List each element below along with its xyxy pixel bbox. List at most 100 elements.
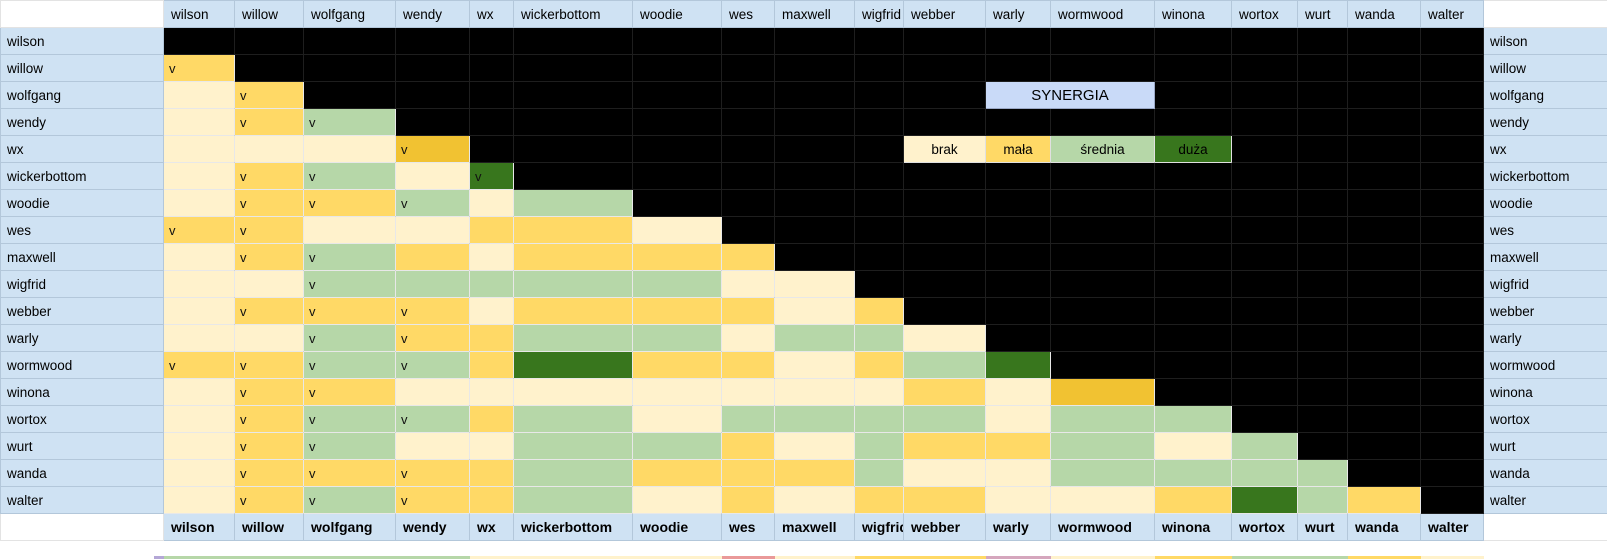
- synergy-check-cell[interactable]: v: [235, 352, 304, 379]
- legend-item-średnia[interactable]: średnia: [1051, 136, 1155, 163]
- matrix-cell[interactable]: [1348, 244, 1421, 271]
- matrix-cell[interactable]: [1155, 379, 1232, 406]
- row-header-wes[interactable]: wes: [1, 217, 164, 244]
- matrix-cell[interactable]: [855, 55, 904, 82]
- matrix-cell[interactable]: [1298, 109, 1348, 136]
- matrix-cell[interactable]: [514, 460, 633, 487]
- matrix-cell[interactable]: [1155, 298, 1232, 325]
- column-header-maxwell[interactable]: maxwell: [775, 1, 855, 28]
- corner-bottom-left[interactable]: [1, 514, 164, 541]
- matrix-cell[interactable]: [304, 136, 396, 163]
- row-header-right-woodie[interactable]: woodie: [1484, 190, 1607, 217]
- matrix-cell[interactable]: [1155, 244, 1232, 271]
- matrix-cell[interactable]: [396, 82, 470, 109]
- matrix-cell[interactable]: [514, 217, 633, 244]
- matrix-cell[interactable]: [633, 244, 722, 271]
- matrix-cell[interactable]: [1051, 433, 1155, 460]
- matrix-cell[interactable]: [775, 460, 855, 487]
- matrix-cell[interactable]: [1155, 163, 1232, 190]
- matrix-cell[interactable]: [514, 352, 633, 379]
- matrix-cell[interactable]: [514, 244, 633, 271]
- matrix-cell[interactable]: [1348, 379, 1421, 406]
- matrix-cell[interactable]: [775, 325, 855, 352]
- matrix-cell[interactable]: [470, 298, 514, 325]
- matrix-cell[interactable]: [164, 271, 235, 298]
- matrix-cell[interactable]: [1155, 406, 1232, 433]
- footer-header-warly[interactable]: warly: [986, 514, 1051, 541]
- matrix-cell[interactable]: [633, 28, 722, 55]
- matrix-cell[interactable]: [1421, 352, 1484, 379]
- matrix-cell[interactable]: [164, 379, 235, 406]
- matrix-cell[interactable]: [855, 352, 904, 379]
- matrix-cell[interactable]: [722, 55, 775, 82]
- matrix-cell[interactable]: [1155, 82, 1232, 109]
- matrix-cell[interactable]: [1421, 244, 1484, 271]
- matrix-cell[interactable]: [775, 109, 855, 136]
- matrix-cell[interactable]: [633, 136, 722, 163]
- footer-header-walter[interactable]: walter: [1421, 514, 1484, 541]
- synergy-check-cell[interactable]: v: [304, 271, 396, 298]
- matrix-cell[interactable]: [1348, 28, 1421, 55]
- matrix-cell[interactable]: [1232, 55, 1298, 82]
- matrix-cell[interactable]: [775, 406, 855, 433]
- matrix-cell[interactable]: [722, 379, 775, 406]
- matrix-cell[interactable]: [1421, 325, 1484, 352]
- row-header-wigfrid[interactable]: wigfrid: [1, 271, 164, 298]
- matrix-cell[interactable]: [470, 271, 514, 298]
- row-header-willow[interactable]: willow: [1, 55, 164, 82]
- matrix-cell[interactable]: [396, 433, 470, 460]
- matrix-cell[interactable]: [470, 460, 514, 487]
- synergy-check-cell[interactable]: v: [235, 163, 304, 190]
- synergy-check-cell[interactable]: v: [304, 244, 396, 271]
- matrix-cell[interactable]: [775, 163, 855, 190]
- matrix-cell[interactable]: [514, 190, 633, 217]
- row-header-right-wilson[interactable]: wilson: [1484, 28, 1607, 55]
- matrix-cell[interactable]: [722, 406, 775, 433]
- matrix-cell[interactable]: [855, 460, 904, 487]
- matrix-cell[interactable]: [1155, 271, 1232, 298]
- matrix-cell[interactable]: [1298, 406, 1348, 433]
- matrix-cell[interactable]: [722, 28, 775, 55]
- legend-item-mała[interactable]: mała: [986, 136, 1051, 163]
- matrix-cell[interactable]: [986, 217, 1051, 244]
- footer-header-willow[interactable]: willow: [235, 514, 304, 541]
- matrix-cell[interactable]: [1232, 136, 1298, 163]
- synergy-check-cell[interactable]: v: [304, 190, 396, 217]
- matrix-cell[interactable]: [514, 55, 633, 82]
- matrix-cell[interactable]: [904, 406, 986, 433]
- matrix-cell[interactable]: [470, 82, 514, 109]
- matrix-cell[interactable]: [633, 379, 722, 406]
- matrix-cell[interactable]: [1348, 55, 1421, 82]
- matrix-cell[interactable]: [1298, 28, 1348, 55]
- matrix-cell[interactable]: [904, 379, 986, 406]
- matrix-cell[interactable]: [470, 325, 514, 352]
- matrix-cell[interactable]: [855, 163, 904, 190]
- matrix-cell[interactable]: [235, 136, 304, 163]
- matrix-cell[interactable]: [470, 433, 514, 460]
- matrix-cell[interactable]: [164, 325, 235, 352]
- column-header-willow[interactable]: willow: [235, 1, 304, 28]
- footer-header-wormwood[interactable]: wormwood: [1051, 514, 1155, 541]
- column-header-wx[interactable]: wx: [470, 1, 514, 28]
- matrix-cell[interactable]: [775, 217, 855, 244]
- matrix-cell[interactable]: [1155, 217, 1232, 244]
- footer-header-winona[interactable]: winona: [1155, 514, 1232, 541]
- matrix-cell[interactable]: [1298, 298, 1348, 325]
- matrix-cell[interactable]: [633, 406, 722, 433]
- footer-header-wolfgang[interactable]: wolfgang: [304, 514, 396, 541]
- synergy-check-cell[interactable]: v: [396, 487, 470, 514]
- matrix-cell[interactable]: [904, 325, 986, 352]
- matrix-cell[interactable]: [986, 298, 1051, 325]
- matrix-cell[interactable]: [633, 487, 722, 514]
- matrix-cell[interactable]: [1298, 82, 1348, 109]
- footer-header-wanda[interactable]: wanda: [1348, 514, 1421, 541]
- matrix-cell[interactable]: [986, 433, 1051, 460]
- matrix-cell[interactable]: [775, 433, 855, 460]
- matrix-cell[interactable]: [904, 109, 986, 136]
- matrix-cell[interactable]: [1421, 136, 1484, 163]
- row-header-right-wortox[interactable]: wortox: [1484, 406, 1607, 433]
- matrix-cell[interactable]: [514, 487, 633, 514]
- matrix-cell[interactable]: [1348, 298, 1421, 325]
- synergy-check-cell[interactable]: v: [235, 109, 304, 136]
- matrix-cell[interactable]: [1421, 460, 1484, 487]
